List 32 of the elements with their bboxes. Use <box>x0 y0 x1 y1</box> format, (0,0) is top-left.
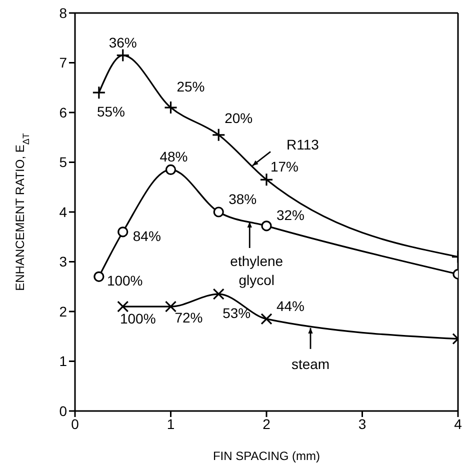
x-tick-label: 2 <box>262 416 271 432</box>
annotation: 32% <box>276 206 305 223</box>
annotation: 48% <box>160 148 188 164</box>
text: R113 <box>286 136 320 152</box>
annotation: 100% <box>106 272 143 288</box>
annotation: 25% <box>176 78 205 94</box>
y-tick-label: 6 <box>59 104 68 120</box>
annotation: 53% <box>222 304 251 321</box>
y-tick-label: 3 <box>59 254 68 270</box>
y-tick-label: 7 <box>59 54 68 71</box>
annotation: 72% <box>174 309 203 326</box>
annotation: 44% <box>276 298 305 314</box>
y-tick-label: 2 <box>59 303 68 320</box>
annotation: 55% <box>96 103 125 120</box>
y-tick-label: 0 <box>59 402 68 419</box>
x-axis-title: FIN SPACING (mm) <box>212 449 320 463</box>
x-tick-label: 1 <box>166 416 175 432</box>
annotation: 84% <box>132 228 161 244</box>
x-tick-label: 4 <box>454 416 462 432</box>
annotation: 100% <box>120 310 156 326</box>
x-tick-label: 0 <box>71 416 80 432</box>
y-tick-label: 5 <box>59 154 68 170</box>
annotation: 17% <box>270 158 299 174</box>
x-tick-label: 3 <box>358 416 366 432</box>
legend-label: ethylene glycol <box>230 252 284 288</box>
legend-label: steam <box>291 356 330 372</box>
y-tick-label: 8 <box>59 4 68 21</box>
annotation: 36% <box>108 34 137 50</box>
annotation: 38% <box>228 190 257 207</box>
y-tick-label: 1 <box>59 353 68 370</box>
y-tick-label: 4 <box>59 204 68 220</box>
annotation: 20% <box>224 110 253 126</box>
